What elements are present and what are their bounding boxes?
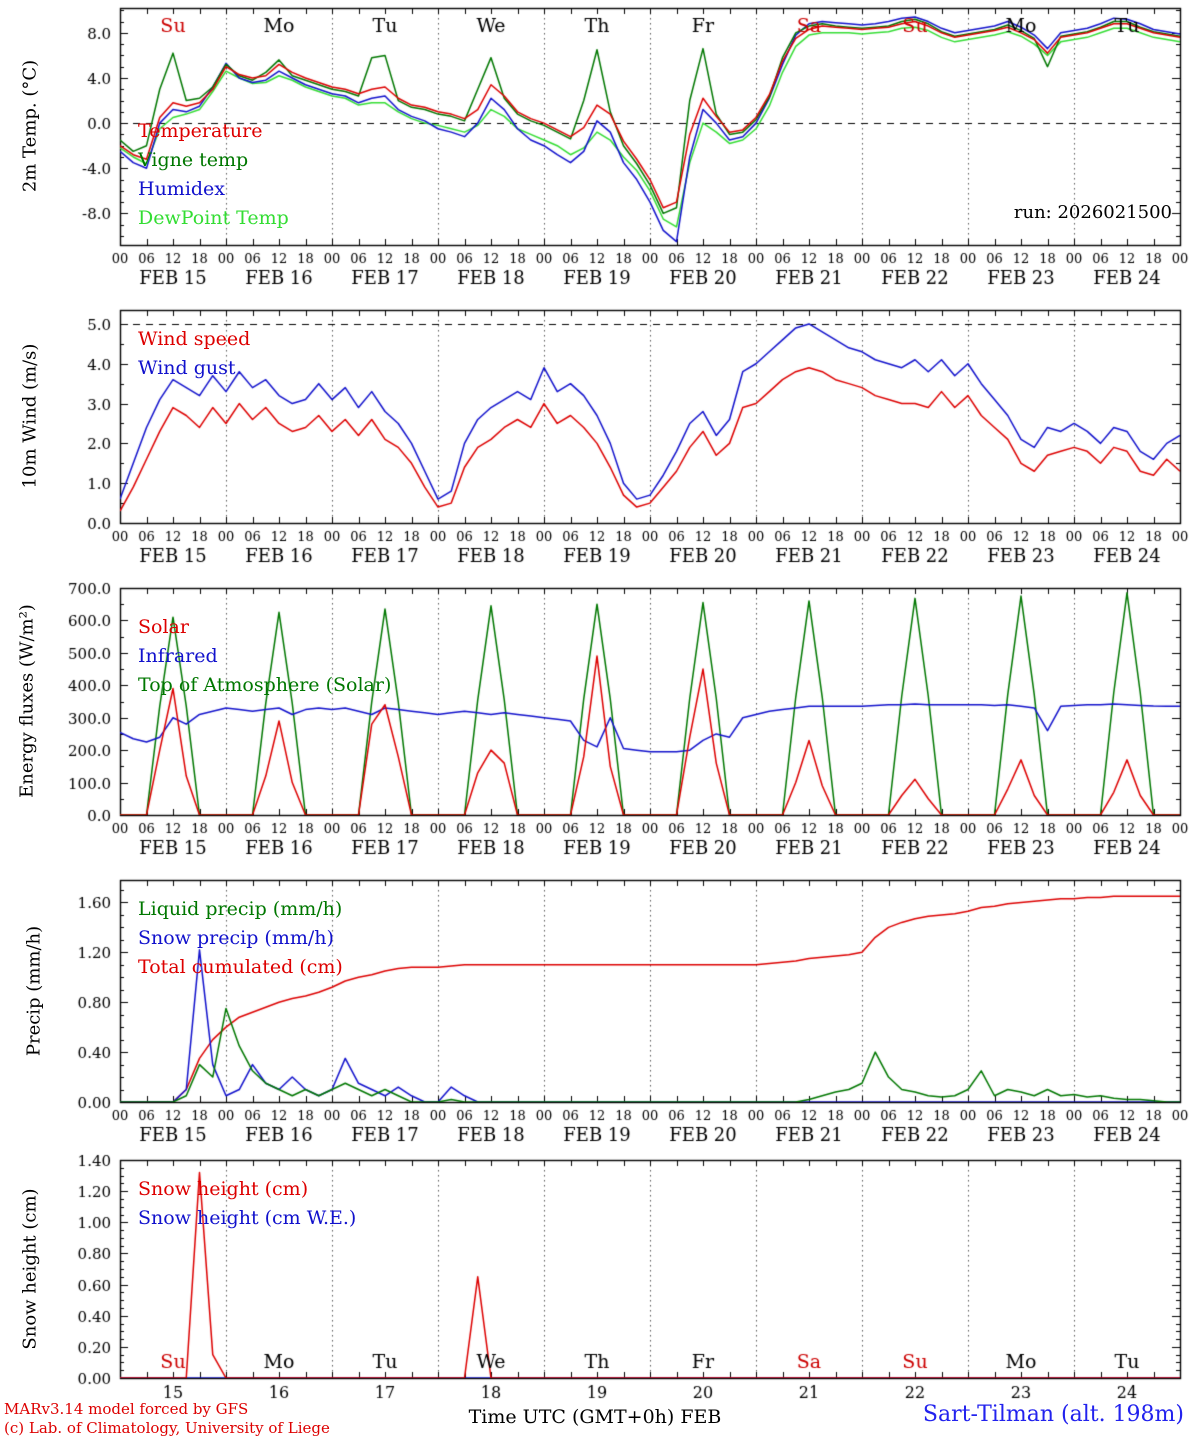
legend-solar: Solar <box>138 616 189 638</box>
legend-vigne-temp: Vigne temp <box>138 149 249 171</box>
run-label: run: 2026021500 <box>1013 202 1172 223</box>
footer-station-label: Sart-Tilman (alt. 198m) <box>922 1402 1184 1427</box>
legend-snow-precip: Snow precip (mm/h) <box>138 927 334 949</box>
legend-humidex: Humidex <box>138 178 226 200</box>
legend-toa-solar: Top of Atmosphere (Solar) <box>138 674 392 696</box>
y-axis-label-wind: 10m Wind (m/s) <box>19 343 41 489</box>
y-axis-label-energy: Energy fluxes (W/m²) <box>16 604 38 798</box>
legend-wind-gust: Wind gust <box>138 357 236 379</box>
footer-lab-credit: (c) Lab. of Climatology, University of L… <box>4 1419 330 1437</box>
legend-infrared: Infrared <box>138 645 218 667</box>
legend-wind-speed: Wind speed <box>138 328 251 350</box>
x-axis-title: Time UTC (GMT+0h) FEB <box>468 1406 722 1428</box>
y-axis-label-precip: Precip (mm/h) <box>23 925 45 1057</box>
legend-total-cumulated: Total cumulated (cm) <box>138 956 343 978</box>
legend-liquid-precip: Liquid precip (mm/h) <box>138 898 343 920</box>
legend-snow-height: Snow height (cm) <box>138 1178 309 1200</box>
footer-model-credit: MARv3.14 model forced by GFS <box>4 1400 249 1418</box>
y-axis-label-snow: Snow height (cm) <box>19 1188 41 1350</box>
legend-temperature: Temperature <box>138 120 263 142</box>
y-axis-label-temperature: 2m Temp. (°C) <box>19 59 41 193</box>
legend-dewpoint-temp: DewPoint Temp <box>138 207 289 229</box>
legend-snow-height-we: Snow height (cm W.E.) <box>138 1207 357 1229</box>
